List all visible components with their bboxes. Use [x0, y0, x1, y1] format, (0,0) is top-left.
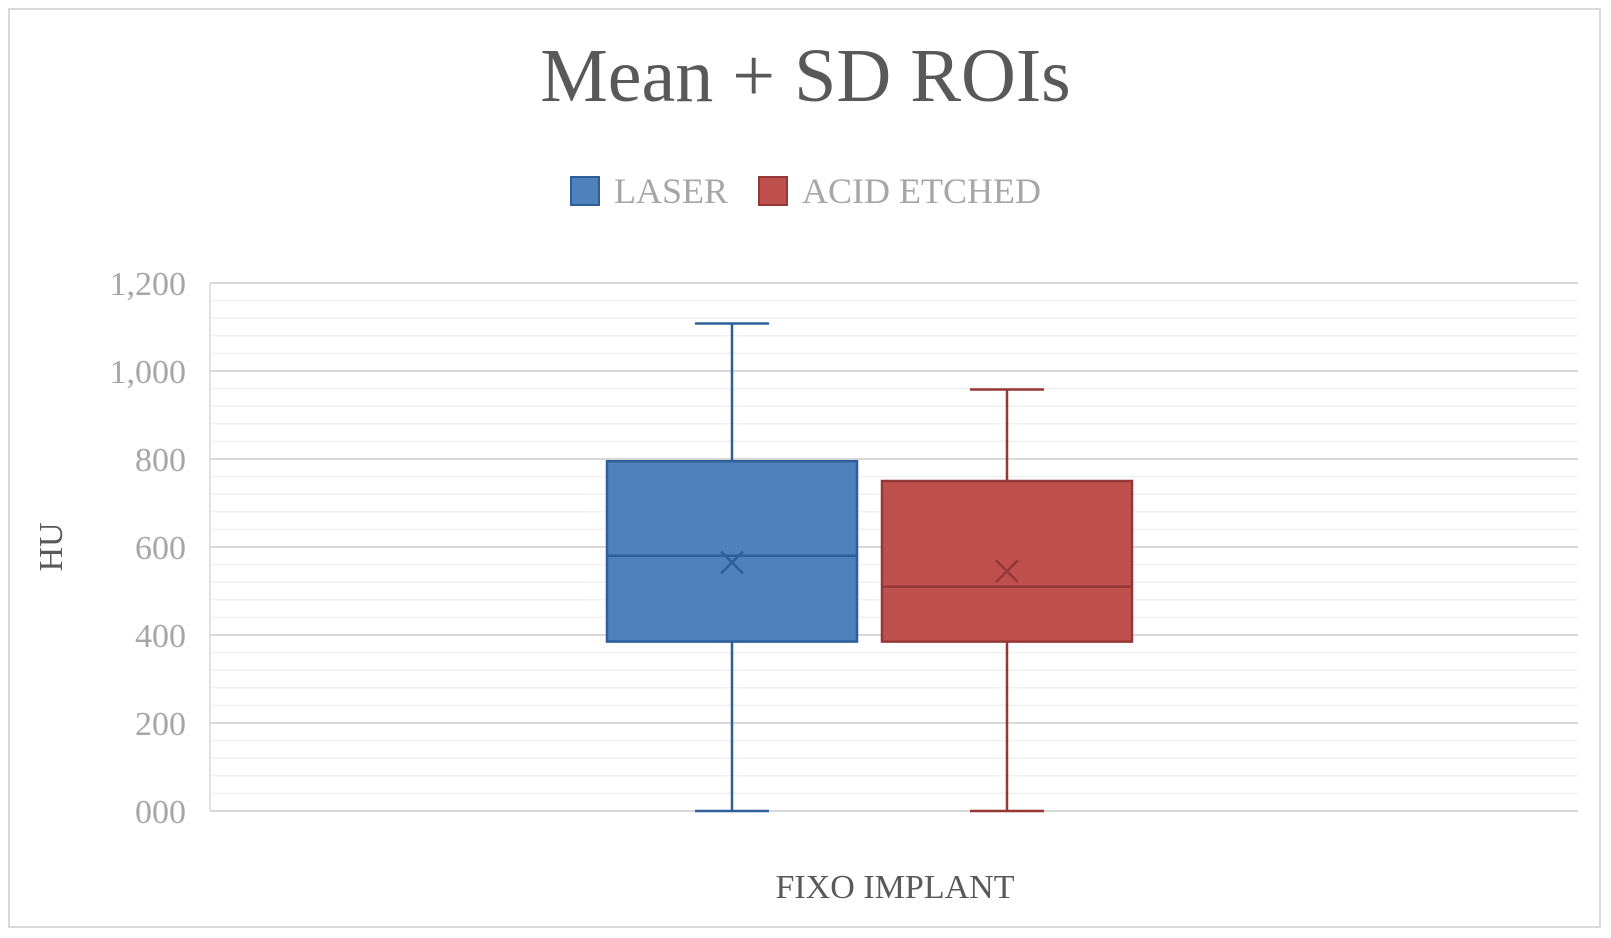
legend: LASER ACID ETCHED — [0, 170, 1611, 212]
y-tick-label: 800 — [135, 442, 186, 479]
chart-title: Mean + SD ROIs — [540, 34, 1071, 118]
legend-swatch-acid-etched — [758, 176, 789, 206]
legend-item-acid-etched: ACID ETCHED — [758, 170, 1041, 212]
y-axis-title: HU — [33, 522, 70, 571]
box-acid-etched — [880, 479, 1134, 643]
legend-label-acid-etched: ACID ETCHED — [802, 171, 1041, 211]
legend-swatch-laser — [570, 176, 600, 206]
y-tick-label: 400 — [135, 618, 186, 655]
y-tick-label: 000 — [135, 794, 186, 831]
mean-marker-acid-etched — [995, 559, 1019, 584]
legend-item-laser: LASER — [570, 170, 728, 212]
x-axis-title: FIXO IMPLANT — [776, 869, 1015, 906]
mean-marker-laser — [720, 550, 744, 575]
box-laser — [605, 459, 859, 643]
legend-label-laser: LASER — [614, 171, 729, 211]
y-tick-label: 600 — [135, 530, 186, 567]
y-tick-label: 1,000 — [110, 354, 187, 391]
y-tick-label: 200 — [135, 706, 186, 743]
y-tick-label: 1,200 — [110, 266, 187, 303]
